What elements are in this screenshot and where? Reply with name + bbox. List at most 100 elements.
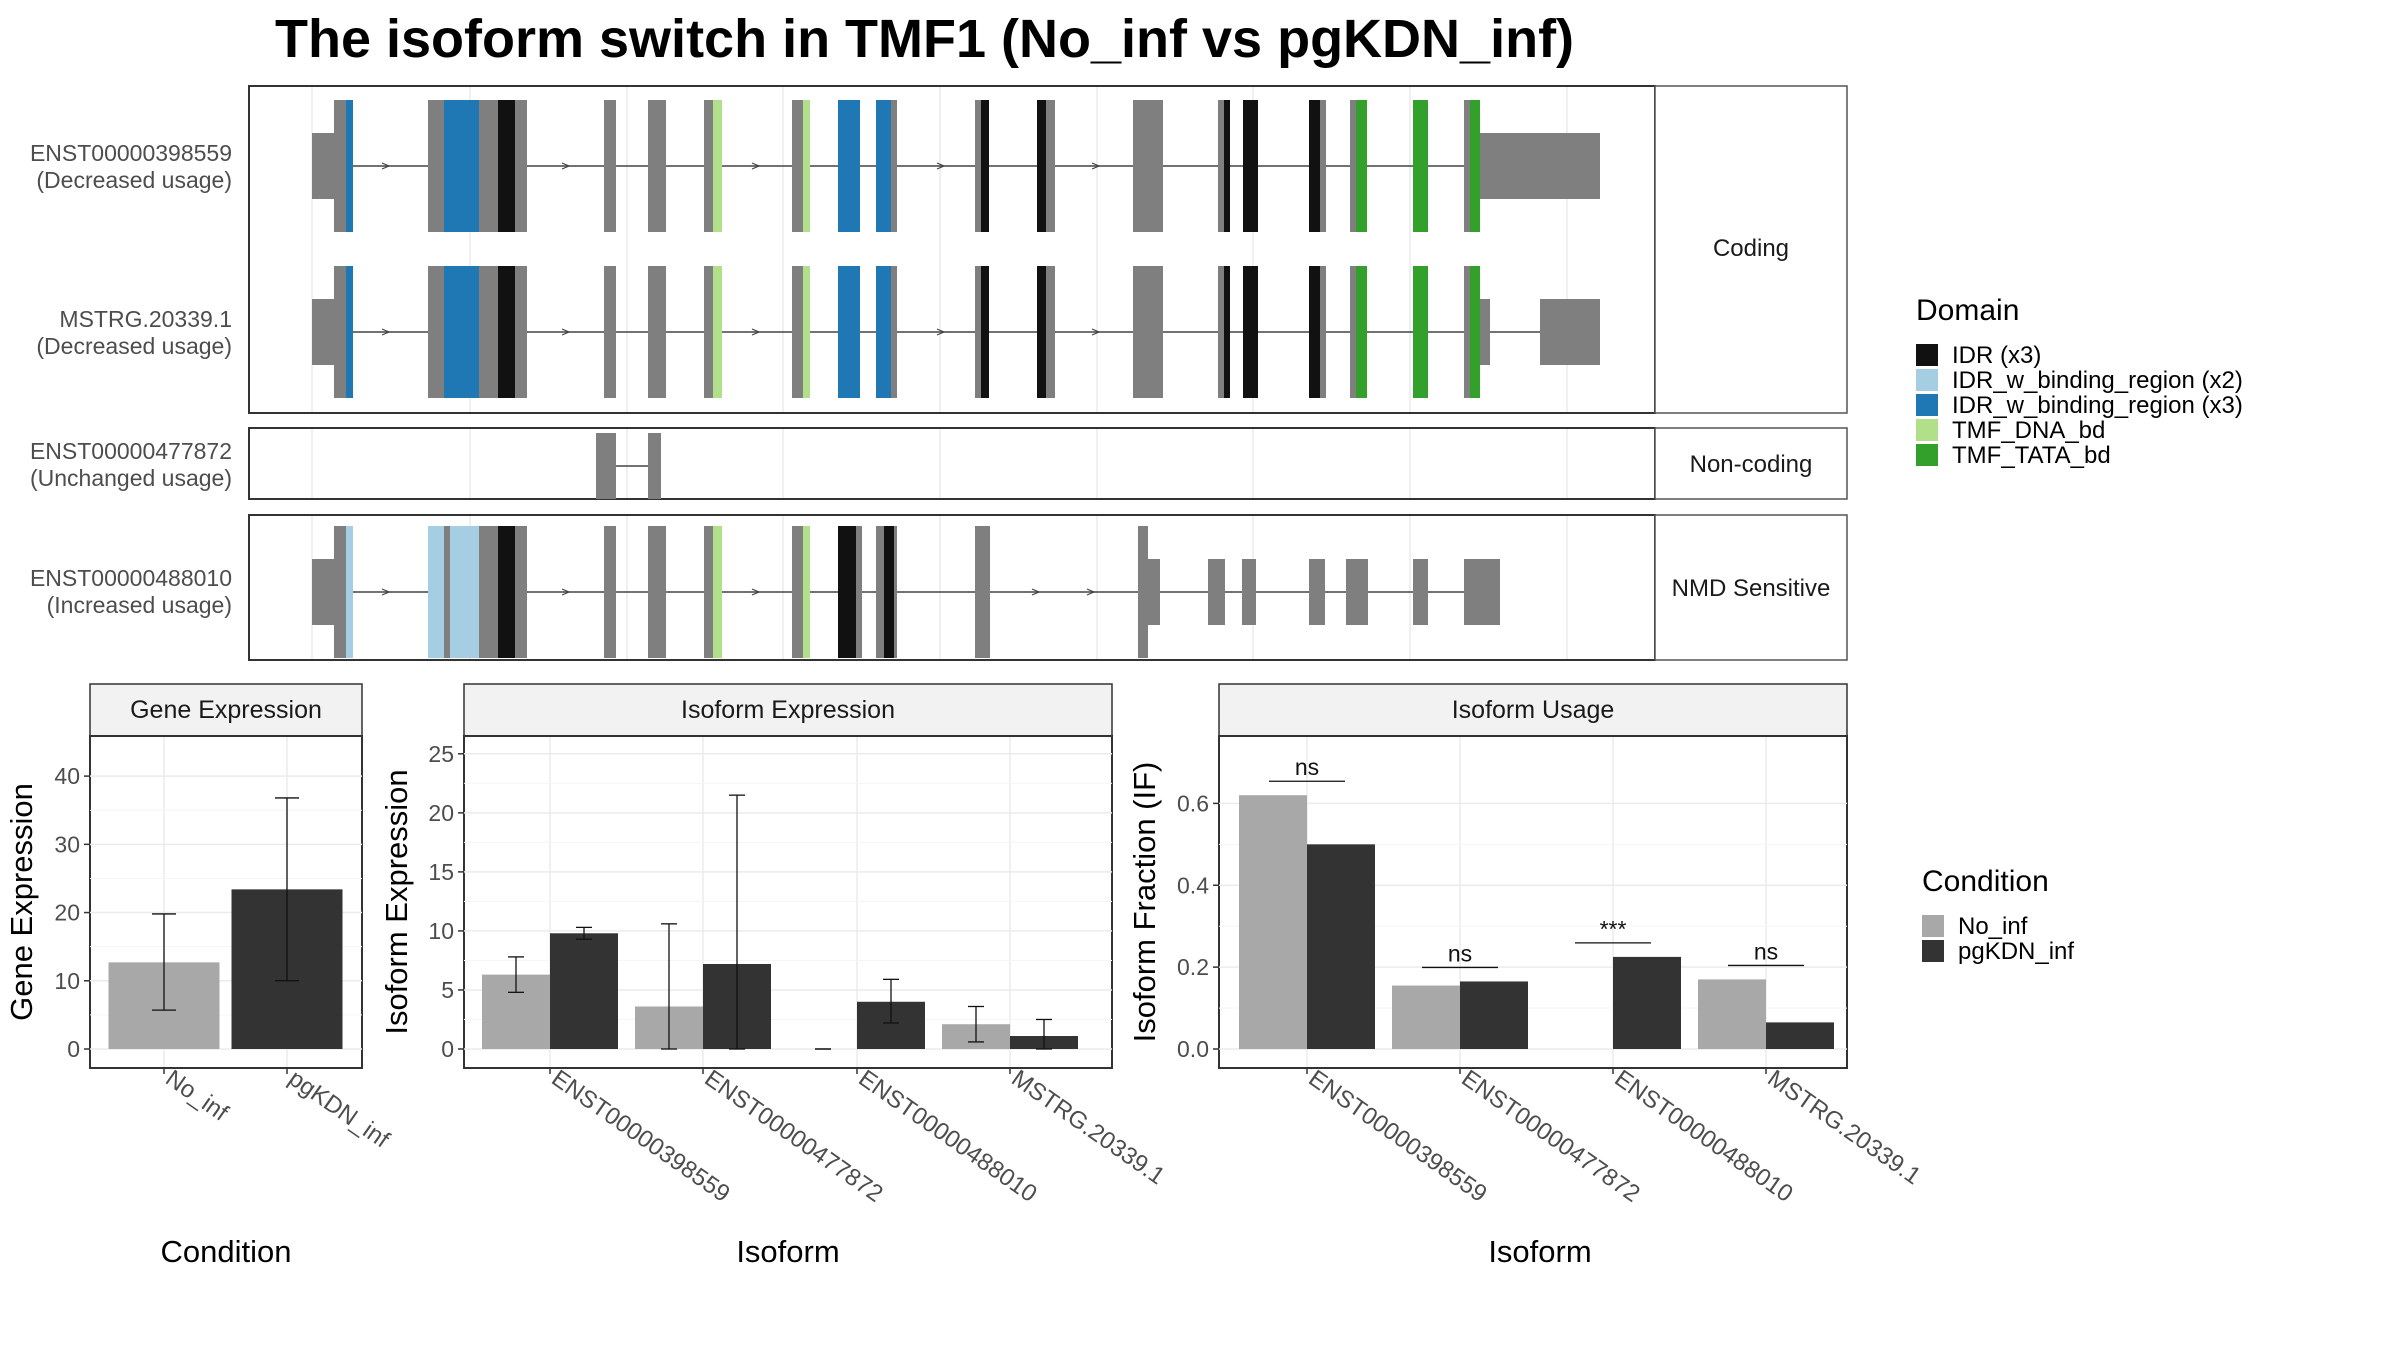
exon-block [604,100,616,232]
isoform-expression-x-title: Isoform [736,1234,839,1269]
exon-block [648,526,666,658]
facet-label-coding: Coding [1713,235,1789,262]
exon-block [1346,559,1368,625]
domain-block [981,100,989,232]
domain-block [498,100,515,232]
exon-block [428,266,444,398]
exon-block [1540,299,1600,365]
bar-No_inf-ENST00000398559 [1239,795,1307,1049]
exon-block [876,526,884,658]
exon-block [1242,559,1256,625]
legend-key-idr-wb-x3 [1916,394,1938,416]
exon-block [604,526,616,658]
isoform-id-label: MSTRG.20339.1 [59,306,232,332]
exon-block [704,526,713,658]
exon-block [334,100,346,232]
domain-block [346,526,353,658]
domain-block [1037,100,1046,232]
x-tick-label: MSTRG.20339.1 [1007,1065,1170,1190]
gene-expression-x-title: Condition [161,1234,292,1269]
y-tick-label: 20 [428,800,454,826]
isoform-usage-label: (Decreased usage) [36,333,232,359]
y-tick-label: 25 [428,741,454,767]
domain-block [1309,266,1320,398]
significance-label: ns [1295,754,1319,780]
figure-title: The isoform switch in TMF1 (No_inf vs pg… [275,9,1574,69]
domain-block [428,526,444,658]
exon-block [1309,559,1325,625]
intron-direction-arrow [381,162,391,170]
domain-block [346,266,353,398]
exon-block [894,526,897,658]
domain-block [346,100,353,232]
intron-direction-arrow [751,162,761,170]
exon-block [1046,100,1055,232]
isoform-id-label: ENST00000477872 [30,438,232,464]
isoform-label-0: ENST00000398559 (Decreased usage) [30,140,232,193]
isoform-usage-label: (Unchanged usage) [30,465,232,491]
gene-expression-chart: Gene Expression 0 10 20 30 40 No_inf pgKDN_inf… [4,683,395,1269]
domain-block [876,100,891,232]
facet-strip-nmd-sensitive [1654,514,1848,661]
isoform-tracks [312,100,1600,658]
isoform-track-0 [312,100,1600,232]
domain-block [1413,266,1428,398]
legend-key-tmf-tata-bd [1916,444,1938,466]
exon-block [515,266,527,398]
domain-block [444,100,450,232]
x-tick-label: MSTRG.20339.1 [1763,1065,1926,1190]
legend-key-pgkdn-inf [1922,940,1944,962]
domain-block [838,100,860,232]
exon-block [648,100,666,232]
intron-direction-arrow [751,588,761,596]
x-tick-label: pgKDN_inf [284,1065,395,1154]
exon-block [891,100,897,232]
y-tick-label: 0.4 [1177,872,1209,898]
facet-strip-coding [1654,85,1848,414]
exon-block [975,526,990,658]
exon-block [1218,100,1224,232]
domain-legend-title: Domain [1916,294,2019,327]
intron-direction-arrow [1086,588,1096,596]
legend-key-idr-wb-x2 [1916,369,1938,391]
exon-block [704,266,713,398]
isoform-usage-strip-title: Isoform Usage [1452,696,1615,724]
domain-block [498,526,515,658]
isoform-usage-strip [1218,683,1848,737]
domain-block [1356,266,1367,398]
domain-block [1243,266,1258,398]
exon-block [334,266,346,398]
isoform-id-label: ENST00000398559 [30,140,232,166]
exon-block [648,266,666,398]
isoform-track-2 [596,433,661,499]
gene-expression-strip [89,683,363,737]
domain-block [444,266,450,398]
legend-label-tmf-tata-bd: TMF_TATA_bd [1952,442,2111,469]
isoform-usage-x-title: Isoform [1488,1234,1591,1269]
domain-block [498,266,515,398]
exon-block [312,559,334,625]
exon-block [479,100,498,232]
significance-label: ns [1448,940,1472,966]
domain-block [1243,100,1258,232]
x-tick-label: No_inf [161,1065,234,1127]
exon-block [1413,559,1428,625]
intron-direction-arrow [561,162,571,170]
legend-label-idr-wb-x3: IDR_w_binding_region (x3) [1952,392,2243,419]
intron-direction-arrow [1091,328,1101,336]
domain-block [713,526,722,658]
significance-label: ns [1754,938,1778,964]
y-tick-label: 5 [441,977,454,1003]
domain-block [713,100,722,232]
facet-label-non-coding: Non-coding [1690,451,1813,478]
exon-block [975,100,981,232]
domain-block [450,526,479,658]
domain-block [803,526,810,658]
exon-block [1320,266,1326,398]
domain-legend: Domain IDR (x3) IDR_w_binding_region (x2… [1916,294,2243,469]
exon-block [891,266,897,398]
exon-block [648,433,661,499]
exon-block [1133,100,1163,232]
y-tick-label: 30 [54,831,80,857]
